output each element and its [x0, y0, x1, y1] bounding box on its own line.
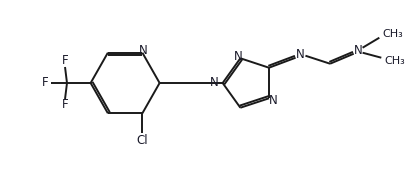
Text: CH₃: CH₃	[384, 56, 405, 66]
Text: CH₃: CH₃	[382, 29, 403, 39]
Text: N: N	[296, 48, 305, 61]
Text: F: F	[62, 98, 68, 111]
Text: N: N	[234, 50, 243, 63]
Text: N: N	[210, 76, 219, 89]
Text: F: F	[62, 55, 68, 68]
Text: N: N	[139, 44, 148, 57]
Text: Cl: Cl	[137, 134, 148, 147]
Text: N: N	[354, 44, 363, 57]
Text: N: N	[269, 94, 277, 107]
Text: F: F	[42, 76, 49, 89]
